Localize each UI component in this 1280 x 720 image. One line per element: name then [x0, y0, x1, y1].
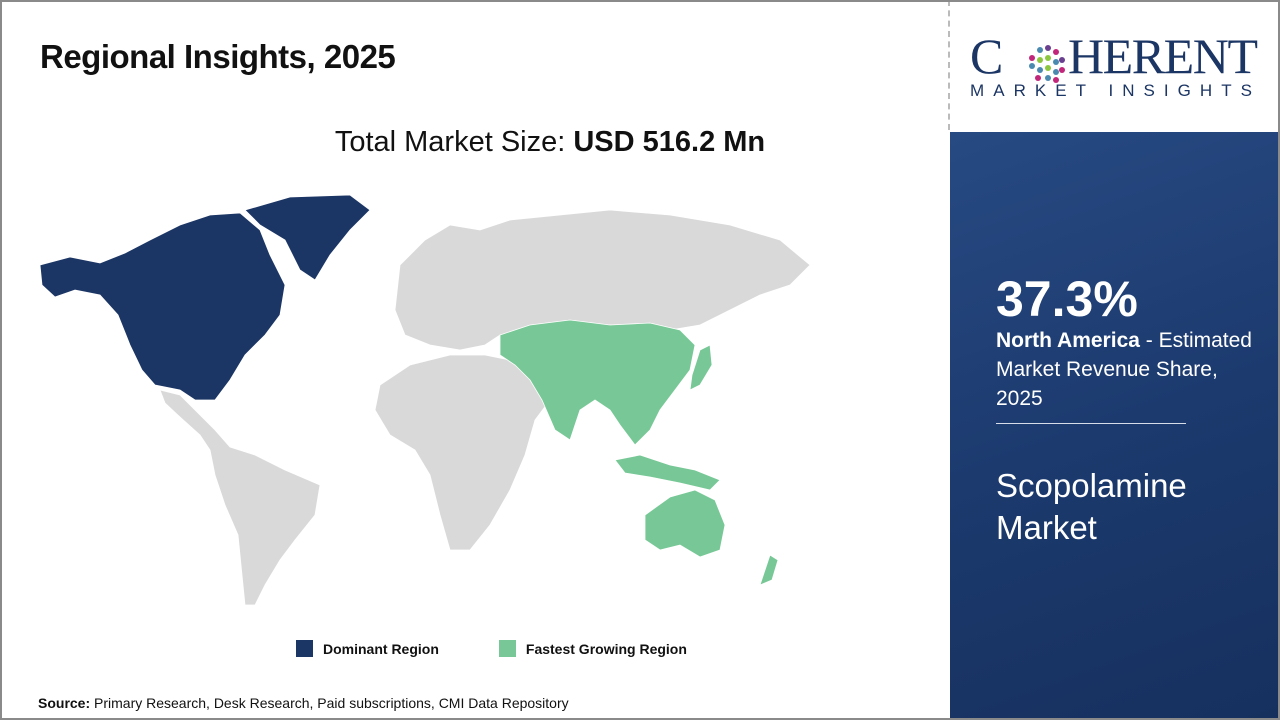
region-new-zealand — [759, 554, 779, 586]
legend-item-fastest: Fastest Growing Region — [498, 640, 687, 657]
region-latin-america — [159, 389, 321, 606]
highlight-panel: 37.3% North America - Estimated Market R… — [950, 132, 1280, 720]
divider — [948, 0, 950, 130]
region-japan — [689, 344, 713, 391]
legend-label: Dominant Region — [323, 640, 439, 657]
svg-text:C: C — [970, 28, 1003, 84]
region-greenland — [244, 194, 371, 281]
region-australia — [644, 489, 726, 558]
revenue-share-value: 37.3% — [996, 271, 1138, 327]
total-market-size: Total Market Size: USD 516.2 Mn — [0, 126, 1100, 159]
region-europe-russia — [394, 209, 811, 351]
company-logo: C HERENT MARKET INSIGHTS — [950, 0, 1280, 132]
coherent-logo-graphic: C HERENT MARKET INSIGHTS — [970, 28, 1258, 100]
total-market-value: USD 516.2 Mn — [573, 126, 766, 158]
globe-dots-icon — [1029, 45, 1065, 83]
svg-text:HERENT: HERENT — [1068, 28, 1258, 84]
total-market-label: Total Market Size: — [334, 126, 574, 158]
source-note: Source: Primary Research, Desk Research,… — [38, 695, 569, 711]
region-asia-pacific — [499, 319, 696, 446]
revenue-share-description: North America - Estimated Market Revenue… — [996, 326, 1266, 413]
dominant-region-name: North America — [996, 329, 1140, 352]
map-legend: Dominant Region Fastest Growing Region — [296, 640, 687, 657]
legend-label: Fastest Growing Region — [525, 640, 687, 657]
region-southeast-asia-islands — [614, 454, 721, 491]
legend-swatch-dominant — [296, 640, 313, 657]
source-text: Primary Research, Desk Research, Paid su… — [90, 695, 569, 711]
page-title: Regional Insights, 2025 — [40, 38, 396, 75]
world-map — [39, 194, 811, 606]
share-description-text: - Estimated Market Revenue Share, 2025 — [996, 329, 1252, 410]
region-north-america — [39, 212, 286, 401]
legend-swatch-fastest — [498, 640, 516, 657]
svg-text:MARKET INSIGHTS: MARKET INSIGHTS — [970, 81, 1258, 100]
panel-divider — [996, 423, 1186, 424]
market-name: Scopolamine Market — [996, 467, 1187, 546]
region-africa-middle-east — [374, 354, 551, 551]
source-label: Source: — [38, 695, 91, 711]
legend-item-dominant: Dominant Region — [296, 640, 439, 657]
